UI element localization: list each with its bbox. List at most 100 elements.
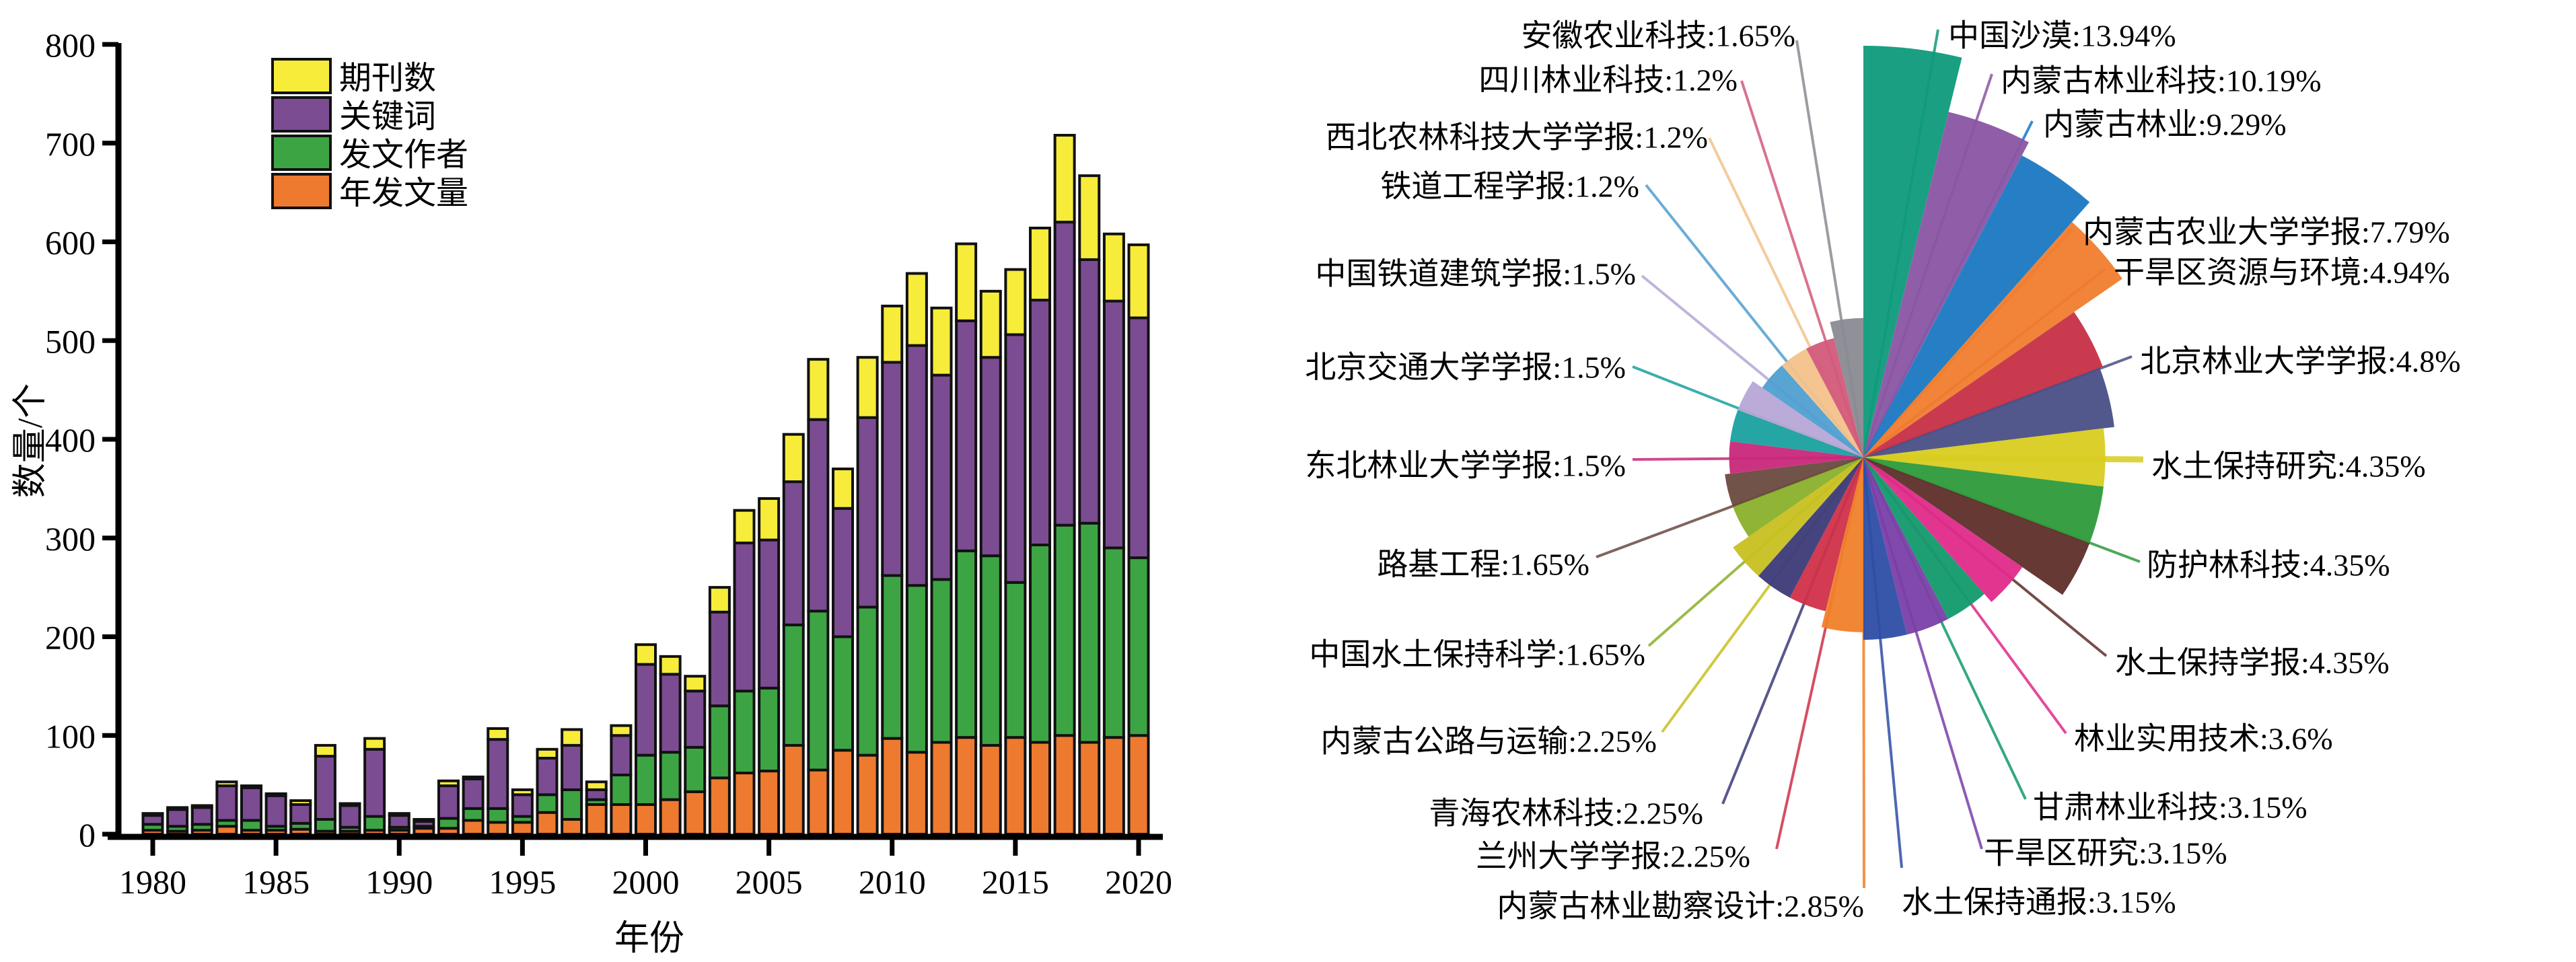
bar-segment-2013-1: [955, 549, 978, 739]
bar-segment-1993-2: [462, 777, 485, 810]
bar-segment-2020-3: [1127, 243, 1150, 320]
bar-segment-1992-1: [437, 817, 460, 830]
rose-wedge: [1738, 381, 1863, 457]
bar-segment-2010-0: [881, 737, 904, 836]
bar-segment-1990-3: [388, 812, 410, 817]
bar-stack-1996: [536, 747, 559, 836]
rose-wedge: [1863, 457, 1907, 640]
bar-segment-2000-3: [635, 643, 657, 666]
y-axis-title: 数量/个: [11, 383, 50, 498]
bar-segment-1995-2: [511, 793, 534, 818]
bar-segment-1987-2: [314, 755, 336, 821]
bar-segment-1985-2: [264, 794, 287, 828]
bar-stack-2001: [659, 655, 682, 836]
bar-stack-1998: [585, 780, 608, 836]
rose-label: 干旱区资源与环境:4.94%: [2114, 256, 2450, 290]
bar-segment-2000-2: [635, 663, 657, 757]
bar-stack-1999: [610, 724, 633, 836]
bar-segment-2011-1: [905, 584, 928, 754]
bar-segment-2000-1: [635, 753, 657, 806]
rose-label: 内蒙古公路与运输:2.25%: [1320, 725, 1657, 759]
bars: [141, 134, 1150, 836]
bar-segment-2015-3: [1004, 268, 1027, 336]
x-tick-label: 2005: [736, 863, 803, 901]
bar-segment-2017-2: [1053, 221, 1076, 527]
rose-wedge: [1733, 457, 1863, 537]
bar-segment-1996-0: [536, 811, 559, 836]
y-tick-label: 200: [45, 619, 96, 657]
bar-stack-1980: [141, 812, 164, 836]
x-tick-label: 2015: [982, 863, 1049, 901]
rose-wedge: [1806, 338, 1863, 457]
bar-stack-1986: [289, 799, 312, 836]
rose-wedge: [1821, 457, 1863, 632]
bar-stack-1984: [240, 784, 262, 836]
bar-segment-2018-3: [1078, 174, 1101, 261]
bar-stack-2005: [758, 497, 781, 836]
bar-segment-1984-1: [240, 819, 262, 832]
bar-segment-2004-0: [733, 772, 756, 836]
bar-segment-2001-3: [659, 655, 682, 676]
rose-label: 内蒙古林业:9.29%: [2043, 108, 2287, 142]
bar-segment-1992-2: [437, 784, 460, 820]
rose-label: 水土保持学报:4.35%: [2115, 646, 2390, 680]
rose-label: 内蒙古林业勘察设计:2.85%: [1497, 889, 1864, 924]
legend-swatch: [271, 173, 332, 209]
rose-label: 四川林业科技:1.2%: [1478, 63, 1738, 98]
bar-segment-2009-1: [856, 605, 879, 757]
legend-label: 发文作者: [339, 137, 468, 173]
bar-segment-1999-3: [610, 724, 633, 737]
legend-label: 关键词: [339, 99, 436, 135]
bar-segment-2005-2: [758, 538, 781, 690]
bar-stack-2009: [856, 356, 879, 836]
bar-segment-2011-2: [905, 344, 928, 587]
bar-segment-1985-3: [264, 792, 287, 797]
bar-segment-2019-0: [1102, 736, 1125, 836]
bar-segment-2010-2: [881, 361, 904, 577]
bar-segment-1992-3: [437, 779, 460, 788]
bar-segment-2005-0: [758, 770, 781, 836]
bar-segment-2010-3: [881, 304, 904, 364]
bar-segment-1999-2: [610, 734, 633, 776]
rose-wedge: [1863, 46, 1962, 457]
legend-label: 期刊数: [339, 61, 436, 96]
bar-stack-2013: [955, 242, 978, 836]
rose-label: 水土保持研究:4.35%: [2151, 449, 2426, 484]
bar-stack-2011: [905, 272, 928, 836]
rose-wedge: [1863, 221, 2122, 457]
bar-segment-2017-0: [1053, 734, 1076, 836]
bar-segment-2015-1: [1004, 581, 1027, 739]
rose-label: 中国铁道建筑学报:1.5%: [1315, 257, 1636, 291]
bar-segment-2019-1: [1102, 546, 1125, 739]
bar-segment-2011-3: [905, 272, 928, 347]
bar-segment-2009-2: [856, 416, 879, 609]
rose-wedge: [1863, 428, 2106, 487]
bar-segment-1995-3: [511, 788, 534, 797]
bar-stack-1994: [487, 727, 509, 836]
bar-segment-2009-0: [856, 753, 879, 836]
bar-stack-1992: [437, 779, 460, 836]
bar-segment-1998-3: [585, 780, 608, 791]
bar-segment-1988-3: [338, 802, 361, 807]
bar-stack-2019: [1102, 232, 1125, 836]
bar-stack-2002: [684, 675, 707, 836]
rose-wedge: [1863, 457, 2023, 602]
bar-stack-2003: [708, 586, 731, 836]
bar-segment-1989-3: [363, 737, 386, 751]
y-tick-label: 700: [45, 125, 96, 163]
bar-segment-2006-3: [782, 433, 805, 484]
bar-segment-2003-2: [708, 610, 731, 708]
bar-segment-1997-3: [561, 728, 583, 747]
bar-segment-2020-2: [1127, 316, 1150, 560]
bar-stack-1995: [511, 788, 534, 836]
rose-label: 安徽农业科技:1.65%: [1521, 19, 1795, 53]
bar-segment-2012-3: [930, 306, 953, 377]
bar-segment-1997-2: [561, 743, 583, 791]
bar-segment-2009-3: [856, 356, 879, 419]
bar-segment-2018-0: [1078, 741, 1101, 836]
bar-segment-1996-2: [536, 757, 559, 797]
bar-segment-1998-2: [585, 788, 608, 801]
rose-wedge: [1762, 365, 1863, 457]
rose-label: 水土保持通报:3.15%: [1902, 885, 2176, 920]
